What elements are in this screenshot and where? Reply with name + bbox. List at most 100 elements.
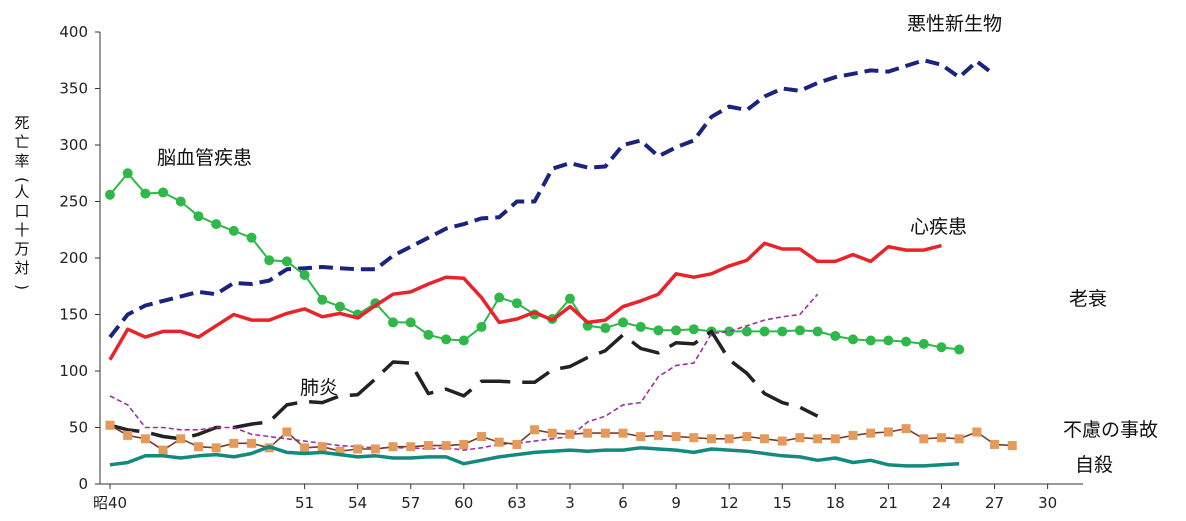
data-point [547,428,557,438]
x-tick-label: 51 [295,494,314,512]
data-point [564,293,575,304]
data-point [494,437,504,447]
data-point [405,317,416,328]
y-axis-label-char: 対 [14,259,29,277]
data-point [246,232,257,243]
data-point [388,317,399,328]
data-point [866,428,876,438]
data-point [635,321,646,332]
x-tick-label: 6 [618,494,628,512]
data-point [229,438,239,448]
data-point [812,326,823,337]
data-point [158,445,168,455]
data-point [795,433,805,443]
data-point [158,187,169,198]
data-point [494,292,505,303]
data-point [300,443,310,453]
data-point [105,420,115,430]
data-point [459,439,469,449]
data-point [777,436,787,446]
x-tick-label: 27 [985,494,1004,512]
data-point [653,325,664,336]
data-point [317,442,327,452]
data-point [282,427,292,437]
data-point [618,317,629,328]
series-line-6 [109,444,960,468]
data-point [458,335,469,346]
y-tick-label: 300 [59,136,88,154]
x-tick-label: 昭40 [93,494,127,512]
y-axis-label-char: 亡 [14,133,29,151]
y-tick-label: 150 [59,306,88,324]
data-point [865,335,876,346]
data-point [406,442,416,452]
x-tick-label: 18 [826,494,845,512]
data-point [193,442,203,452]
y-tick-label: 100 [59,362,88,380]
data-point [175,196,186,207]
data-point [423,441,433,451]
data-point [299,269,310,280]
data-point [512,439,522,449]
x-tick-label: 3 [565,494,575,512]
series-group [105,58,1017,468]
data-point [990,439,1000,449]
x-tick-label: 60 [454,494,473,512]
series-annotation-1: 脳血管疾患 [157,147,252,169]
series-annotation-4: 肺炎 [300,377,338,399]
data-point [918,338,929,349]
data-point [760,434,770,444]
x-tick-label: 12 [720,494,739,512]
y-tick-label: 50 [69,419,88,437]
data-point [193,211,204,222]
data-point [724,434,734,444]
data-point [671,325,682,336]
data-point [671,432,681,442]
data-point [883,335,894,346]
series-line-2 [108,241,942,361]
data-point [742,432,752,442]
y-axis-label-char: 死 [14,114,29,132]
data-point [936,433,946,443]
y-axis-label-char: ) [13,284,31,290]
data-point [830,434,840,444]
data-point [901,424,911,434]
series-line-0 [108,58,996,339]
data-point [140,434,150,444]
data-point [813,434,823,444]
x-tick-label: 9 [671,494,681,512]
data-point [123,430,133,440]
data-point [618,428,628,438]
data-point [1007,441,1017,451]
series-annotation-0: 悪性新生物 [907,13,1002,35]
data-point [388,442,398,452]
data-point [583,428,593,438]
data-point [706,434,716,444]
series-annotation-5: 不慮の事故 [1063,419,1158,441]
data-point [919,434,929,444]
data-point [317,294,328,305]
data-point [441,334,452,345]
data-point [741,326,752,337]
data-point [830,330,841,341]
y-axis-label-char: ( [13,177,31,183]
data-point [264,255,275,266]
data-point [954,344,965,355]
y-tick-label: 0 [78,475,88,493]
y-tick-label: 350 [59,80,88,98]
x-tick-label: 30 [1038,494,1057,512]
data-point [476,321,487,332]
y-axis-label-char: 万 [14,240,29,258]
data-point [883,427,893,437]
data-point [122,168,133,179]
y-tick-label: 250 [59,193,88,211]
data-point [600,428,610,438]
data-point [281,256,292,267]
y-axis-label-char: 率 [14,152,29,170]
data-point [228,225,239,236]
data-point [353,444,363,454]
data-point [972,427,982,437]
data-point [105,189,115,200]
